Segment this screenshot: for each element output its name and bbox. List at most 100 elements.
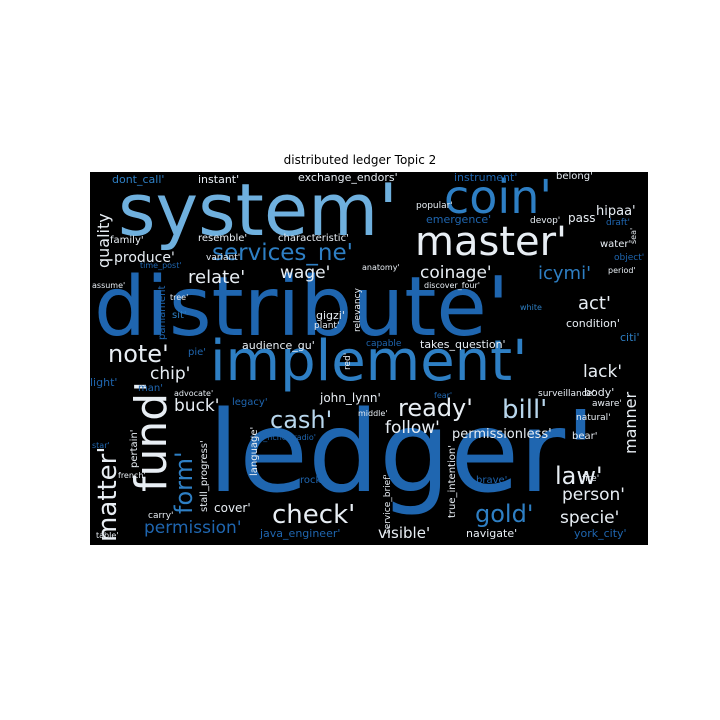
word: master'	[415, 219, 568, 265]
word: cover'	[214, 501, 251, 515]
word: pertain'	[129, 429, 140, 468]
word: sea'	[629, 227, 638, 244]
word: light'	[90, 376, 118, 389]
word: aware'	[592, 399, 622, 409]
word: chip'	[150, 364, 191, 384]
word: dont_call'	[112, 173, 165, 186]
word: check'	[272, 500, 356, 530]
word: icymi'	[538, 263, 592, 284]
word: legacy'	[232, 397, 268, 408]
word: period'	[608, 266, 636, 275]
word: coinage'	[420, 263, 492, 283]
word: bear'	[572, 431, 598, 442]
figure-title: distributed ledger Topic 2	[283, 153, 437, 167]
word: fear'	[434, 391, 453, 400]
word: law'	[555, 462, 603, 490]
word: belong'	[556, 172, 593, 182]
word: pass	[568, 211, 596, 225]
word: produce'	[114, 250, 175, 266]
word: york_city'	[574, 527, 627, 540]
word: matter'	[93, 446, 123, 542]
word: advocate'	[174, 389, 214, 398]
word: plant'	[314, 321, 340, 331]
word: devop'	[530, 216, 561, 226]
word: person'	[562, 485, 625, 505]
word: water'	[600, 239, 632, 250]
word: relevancy	[353, 288, 363, 332]
word: fire'	[582, 474, 600, 484]
word: exchange_endors'	[298, 172, 398, 184]
word: ready'	[398, 394, 473, 422]
word: white	[520, 303, 542, 312]
word: audience_gu'	[242, 339, 315, 352]
word: permissionless'	[452, 427, 552, 442]
word: pie'	[188, 347, 207, 358]
word: characteristic'	[278, 233, 349, 244]
word: relate'	[188, 267, 246, 288]
word: variant'	[206, 253, 241, 263]
word: carry'	[148, 511, 174, 521]
word: object'	[614, 253, 645, 263]
word: john_lynn'	[320, 391, 381, 405]
word: table'	[96, 531, 119, 540]
word: system'	[118, 172, 399, 252]
word: act'	[578, 293, 611, 314]
word: distribute'	[94, 260, 510, 355]
word: coin'	[444, 172, 553, 224]
word: anatomy'	[362, 263, 400, 272]
word: draft'	[606, 218, 630, 228]
word: tree'	[170, 293, 189, 302]
word: hipaa'	[596, 204, 636, 219]
word: form'	[170, 451, 198, 514]
word: body'	[584, 386, 615, 399]
word: french'	[118, 471, 146, 480]
word: discover_four'	[424, 281, 480, 290]
word: sit'	[172, 310, 187, 321]
word: buck'	[174, 396, 220, 416]
word: surveillance'	[538, 389, 595, 399]
word: middle'	[358, 409, 388, 418]
word: sky_hcndwradio'	[250, 433, 316, 442]
word: cash'	[270, 406, 333, 434]
word: time_post'	[140, 261, 182, 270]
word: services_ne'	[212, 240, 353, 266]
word: capable	[366, 339, 402, 349]
word: man'	[138, 383, 163, 394]
word: parliament	[157, 285, 168, 340]
word: assume'	[92, 281, 126, 290]
word: instant'	[198, 173, 240, 186]
word: star'	[92, 441, 110, 450]
word: language'	[249, 426, 260, 476]
word: resemble'	[198, 233, 248, 244]
word: permission'	[144, 518, 242, 538]
word: note'	[108, 340, 169, 368]
word: brave'	[476, 475, 508, 486]
word: java_engineer'	[260, 527, 341, 540]
word: bill'	[502, 395, 548, 425]
word: true_intention'	[447, 445, 458, 518]
word: emergence'	[426, 213, 492, 226]
word: manner	[621, 391, 640, 454]
word: natural'	[576, 413, 611, 423]
word: family'	[110, 235, 144, 246]
word: follow'	[385, 418, 440, 438]
word: implement'	[210, 329, 528, 394]
word: service_brief'	[383, 474, 393, 534]
word: popular'	[416, 201, 453, 211]
word: rock'	[300, 475, 325, 486]
word: takes_question'	[420, 338, 506, 351]
word: red'	[343, 352, 353, 370]
word: citi'	[620, 331, 640, 344]
word: navigate'	[466, 527, 518, 540]
word: gold'	[475, 500, 534, 528]
word: ledger'	[208, 388, 596, 518]
word: specie'	[560, 508, 620, 528]
word: wage'	[280, 263, 331, 283]
word: lack'	[583, 362, 623, 382]
word: gigzi'	[316, 309, 345, 322]
word: stall_progress'	[199, 440, 210, 512]
word-cloud: ledger' distribute' system' implement' c…	[90, 172, 648, 545]
word: visible'	[378, 524, 431, 542]
word: instrument'	[454, 172, 518, 184]
word: condition'	[566, 317, 620, 330]
